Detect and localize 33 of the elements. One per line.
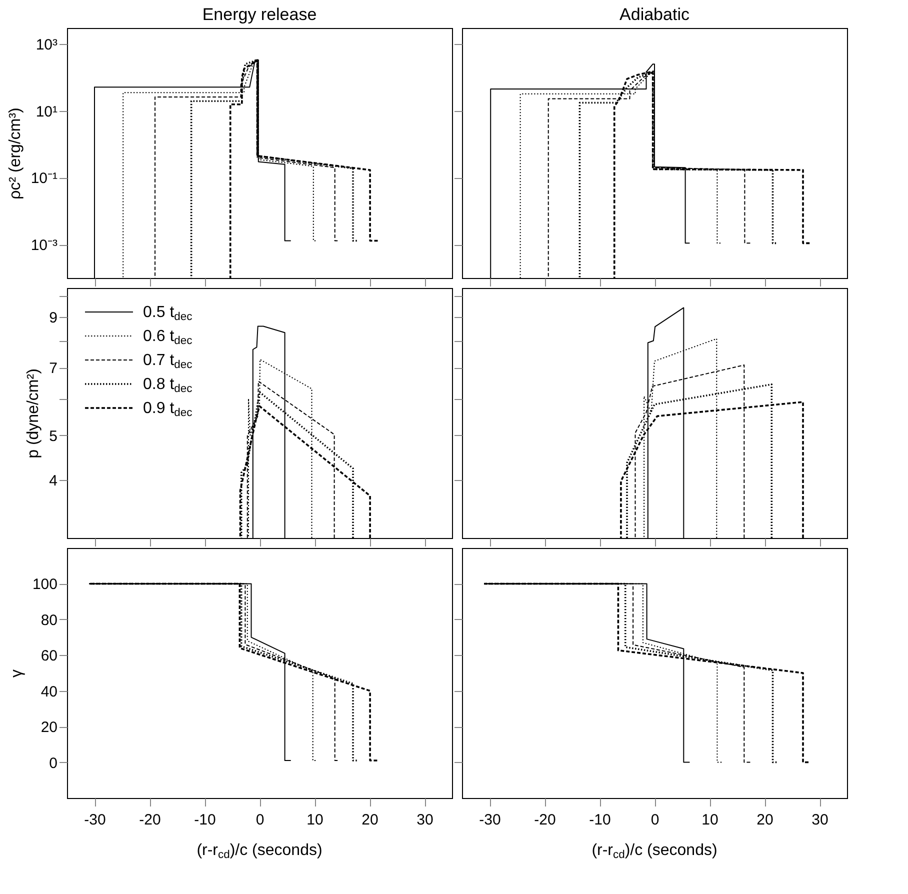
y-axis-title: p (dyne/cm²) <box>25 368 42 458</box>
y-axis-title: γ <box>8 670 26 678</box>
x-tick-label: 0 <box>256 812 264 828</box>
x-tick-label: -10 <box>589 812 611 828</box>
x-tick-label: -30 <box>479 812 501 828</box>
y-tick-label: 60 <box>40 648 58 665</box>
x-tick-label: 20 <box>362 812 378 828</box>
x-tick-label: -20 <box>534 812 556 828</box>
y-tick-label: 40 <box>40 683 58 700</box>
y-tick-label: 10¹ <box>36 103 58 120</box>
y-axis-title: ρc² (erg/cm³) <box>6 108 24 200</box>
y-tick-label: 5 <box>49 428 58 445</box>
y-tick-label: 80 <box>40 612 58 629</box>
y-tick-label: 20 <box>40 719 58 736</box>
x-tick-label: 30 <box>416 812 434 828</box>
chart-title: Energy release <box>202 5 317 24</box>
x-tick-label: 30 <box>812 812 828 828</box>
x-tick-label: 20 <box>756 812 774 828</box>
y-tick-label: 9 <box>49 310 58 327</box>
x-tick-label: -20 <box>139 812 161 828</box>
x-tick-label: -10 <box>194 812 216 828</box>
y-tick-label: 10⁻³ <box>30 237 58 254</box>
y-tick-label: 4 <box>49 472 58 490</box>
y-tick-label: 10³ <box>36 36 58 54</box>
x-tick-label: 10 <box>306 812 324 828</box>
y-tick-label: 10⁻¹ <box>30 170 58 188</box>
x-tick-label: 0 <box>650 812 660 828</box>
y-tick-label: 0 <box>49 754 58 772</box>
y-tick-label: 100 <box>32 576 58 594</box>
x-tick-label: -30 <box>84 812 106 828</box>
x-tick-label: 10 <box>702 812 718 828</box>
y-tick-label: 7 <box>49 360 58 378</box>
chart-title: Adiabatic <box>620 5 690 24</box>
